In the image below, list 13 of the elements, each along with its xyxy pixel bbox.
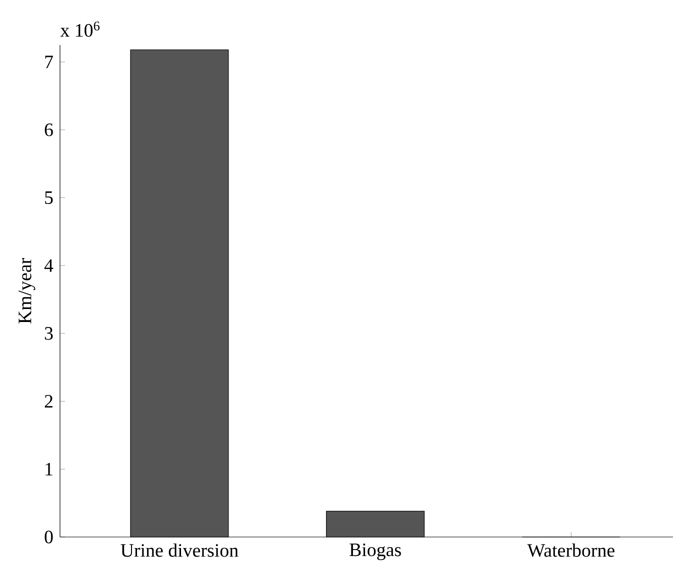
- y-tick-label: 4: [44, 259, 54, 272]
- y-tick-label: 0: [44, 530, 53, 544]
- y-tick-label: 6: [44, 123, 53, 136]
- y-tick-label: 7: [45, 56, 53, 68]
- y-tick-label: 2: [44, 395, 52, 408]
- y-tick-label: 1: [46, 462, 52, 476]
- x-tick-label: Waterborne: [527, 544, 614, 557]
- y-axis-title: Km/year: [18, 258, 36, 324]
- y-tick-label: 5: [45, 191, 53, 204]
- text: x 10$^{6}$: [60, 22, 100, 37]
- y-tick-label: 3: [44, 327, 53, 340]
- x-tick-label: Urine diversion: [120, 544, 238, 557]
- x-tick-label: Biogas: [350, 544, 401, 560]
